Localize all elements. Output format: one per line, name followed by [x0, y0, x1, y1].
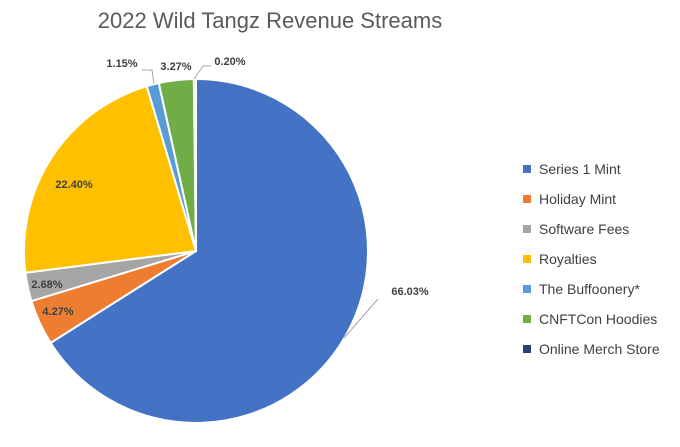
legend-label: Royalties: [539, 251, 597, 267]
leader-line: [142, 69, 155, 85]
legend-swatch: [523, 315, 531, 323]
pie-slice: [22, 84, 198, 274]
chart-legend: Series 1 Mint Holiday Mint Software Fees…: [523, 154, 680, 364]
legend-item: Holiday Mint: [523, 184, 680, 214]
leader-line: [193, 65, 211, 80]
pie-slice: [49, 77, 369, 424]
data-label: 22.40%: [55, 179, 93, 191]
leader-line: [343, 298, 379, 339]
legend-swatch: [523, 195, 531, 203]
legend-label: Online Merch Store: [539, 341, 660, 357]
pie-slice: [192, 77, 197, 252]
data-label: 66.03%: [391, 286, 429, 298]
legend-swatch: [523, 165, 531, 173]
legend-label: CNFTCon Hoodies: [539, 311, 658, 327]
legend-item: Series 1 Mint: [523, 154, 680, 184]
data-label: 3.27%: [160, 61, 191, 73]
data-label: 1.15%: [106, 58, 137, 70]
legend-label: The Buffoonery*: [539, 281, 640, 297]
data-label: 4.27%: [42, 306, 73, 318]
legend-item: CNFTCon Hoodies: [523, 304, 680, 334]
legend-label: Holiday Mint: [539, 191, 617, 207]
legend-swatch: [523, 255, 531, 263]
legend-item: Software Fees: [523, 214, 680, 244]
legend-item: Online Merch Store: [523, 334, 680, 364]
legend-swatch: [523, 345, 531, 353]
legend-item: Royalties: [523, 244, 680, 274]
legend-item: The Buffoonery*: [523, 274, 680, 304]
legend-label: Series 1 Mint: [539, 161, 621, 177]
legend-swatch: [523, 225, 531, 233]
legend-label: Software Fees: [539, 221, 630, 237]
data-label: 2.68%: [31, 279, 62, 291]
chart-title: 2022 Wild Tangz Revenue Streams: [97, 8, 443, 33]
data-label: 0.20%: [214, 56, 245, 68]
legend-swatch: [523, 285, 531, 293]
